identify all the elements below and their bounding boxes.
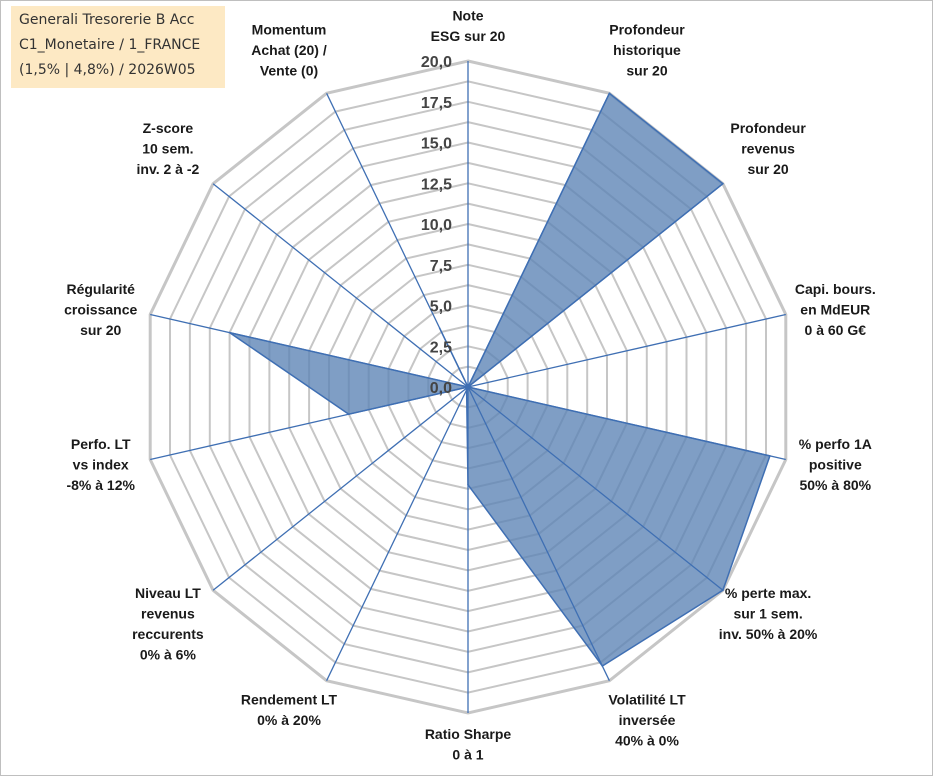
axis-spoke	[467, 183, 724, 388]
axis-label-line: Capi. bours.	[795, 281, 876, 297]
axis-label-line: Vente (0)	[260, 63, 318, 79]
axis-label-line: 50% à 80%	[799, 477, 871, 493]
tick-label: 15,0	[421, 136, 452, 153]
axis-spoke	[467, 93, 610, 388]
axis-label-line: Note	[452, 8, 483, 24]
tick-label: 20,0	[421, 54, 452, 71]
axis-label-line: historique	[613, 42, 681, 58]
axis-label: Perfo. LT vs index -8% à 12%	[66, 436, 135, 493]
axis-label: Volatilité LT inversée 40% à 0%	[608, 692, 686, 749]
axis-label-line: inv. 50% à 20%	[719, 626, 818, 642]
axis-label-line: reccurents	[132, 626, 204, 642]
axis-label: % perte max. sur 1 sem. inv. 50% à 20%	[719, 585, 818, 642]
axis-label-line: Momentum	[252, 22, 327, 38]
axis-label: Rendement LT 0% à 20%	[241, 692, 338, 729]
axis-label-line: inv. 2 à -2	[137, 161, 200, 177]
axis-label-line: 0 à 60 G€	[805, 322, 867, 338]
axis-spoke	[467, 386, 786, 461]
axis-label-line: 40% à 0%	[615, 733, 679, 749]
fund-name: Generali Tresorerie B Acc	[19, 12, 195, 28]
axis-label-line: sur 20	[626, 63, 667, 79]
axis-label-line: % perfo 1A	[799, 436, 872, 452]
axis-label-line: sur 20	[80, 322, 121, 338]
tick-layer: 0,0 2,5 5,0 7,5 10,0 12,5 15,0 17,5 20,0	[421, 54, 452, 397]
axis-label-line: Ratio Sharpe	[425, 726, 512, 742]
axis-spoke	[150, 313, 469, 388]
axis-label-line: croissance	[64, 302, 137, 318]
fund-stats: (1,5% | 4,8%) / 2026W05	[19, 62, 196, 78]
axis-label: Profondeur revenus sur 20	[730, 120, 806, 177]
axis-spoke	[212, 386, 469, 591]
axis-label-line: 0% à 20%	[257, 712, 321, 728]
axis-spoke	[467, 386, 610, 681]
axis-label-line: positive	[809, 456, 862, 472]
axis-label-line: 0 à 1	[452, 747, 483, 763]
axis-label-line: Régularité	[66, 281, 135, 297]
axis-label-line: en MdEUR	[800, 302, 870, 318]
axis-spoke	[150, 386, 469, 461]
axis-label-line: Volatilité LT	[608, 692, 686, 708]
axis-labels: Note ESG sur 20 Profondeur historique sur 20…	[64, 8, 876, 763]
axis-label-line: sur 1 sem.	[733, 606, 802, 622]
axis-label-line: ESG sur 20	[431, 28, 506, 44]
axis-label-line: Achat (20) /	[251, 42, 327, 58]
axis-label-line: 10 sem.	[142, 141, 193, 157]
fund-category: C1_Monetaire / 1_FRANCE	[19, 37, 201, 53]
axis-label-line: -8% à 12%	[66, 477, 135, 493]
axis-label-line: Z-score	[143, 120, 194, 136]
tick-label: 2,5	[430, 339, 452, 356]
axis-label-line: revenus	[141, 606, 195, 622]
axis-label: Profondeur historique sur 20	[609, 22, 685, 79]
axis-label-line: Profondeur	[609, 22, 685, 38]
axis-label: Note ESG sur 20	[431, 8, 506, 45]
tick-label: 7,5	[430, 258, 452, 275]
axis-spoke	[212, 183, 469, 388]
axis-label: Niveau LT revenus reccurents 0% à 6%	[132, 585, 204, 663]
axis-label: Capi. bours. en MdEUR 0 à 60 G€	[795, 281, 876, 338]
axis-label-line: revenus	[741, 141, 795, 157]
axis-label: Momentum Achat (20) / Vente (0)	[251, 22, 327, 79]
axis-label: % perfo 1A positive 50% à 80%	[799, 436, 872, 493]
axis-label-line: Perfo. LT	[71, 436, 131, 452]
tick-label: 0,0	[430, 380, 452, 397]
axis-spoke	[467, 313, 786, 388]
axis-spoke	[326, 386, 469, 681]
spoke-layer	[150, 61, 786, 713]
axis-spoke	[467, 386, 724, 591]
axis-label-line: % perte max.	[725, 585, 811, 601]
axis-label-line: Niveau LT	[135, 585, 201, 601]
axis-label-line: Profondeur	[730, 120, 806, 136]
axis-label-line: sur 20	[747, 161, 788, 177]
axis-label-line: vs index	[73, 456, 129, 472]
axis-label-line: 0% à 6%	[140, 647, 197, 663]
axis-spoke	[326, 93, 469, 388]
fund-info-box: Generali Tresorerie B Acc C1_Monetaire /…	[11, 6, 225, 88]
tick-label: 12,5	[421, 176, 452, 193]
axis-label: Z-score 10 sem. inv. 2 à -2	[137, 120, 200, 177]
axis-label-line: inversée	[619, 712, 676, 728]
tick-label: 5,0	[430, 299, 452, 316]
tick-label: 17,5	[421, 95, 452, 112]
axis-label: Régularité croissance sur 20	[64, 281, 137, 338]
tick-label: 10,0	[421, 217, 452, 234]
axis-label-line: Rendement LT	[241, 692, 338, 708]
axis-label: Ratio Sharpe 0 à 1	[425, 726, 512, 763]
